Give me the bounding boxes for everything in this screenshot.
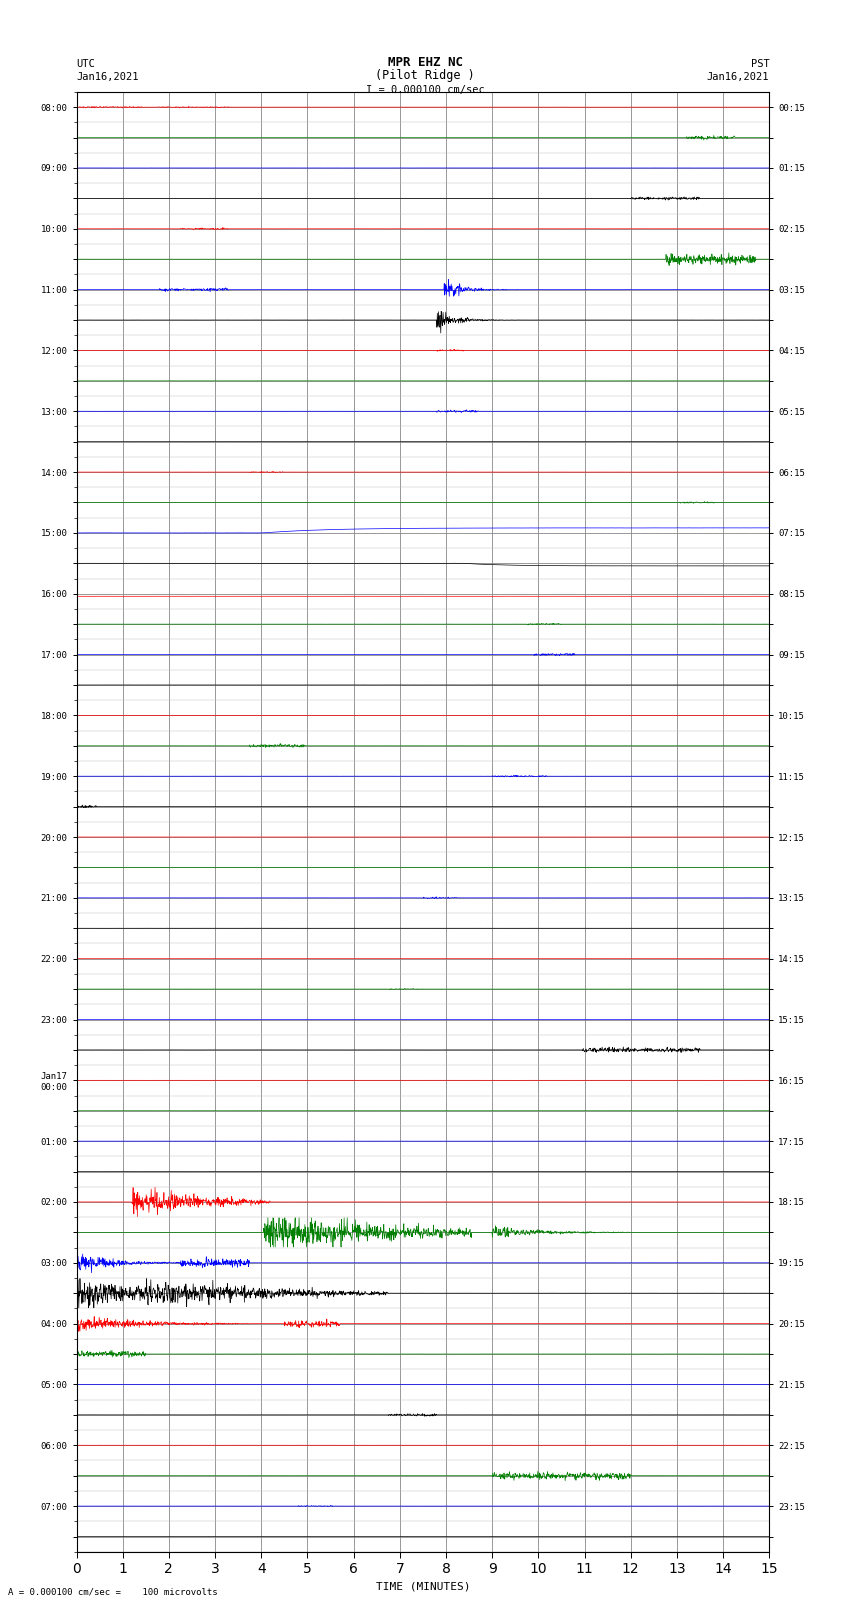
Text: UTC: UTC [76,60,95,69]
X-axis label: TIME (MINUTES): TIME (MINUTES) [376,1582,470,1592]
Text: Jan16,2021: Jan16,2021 [76,73,139,82]
Text: MPR EHZ NC: MPR EHZ NC [388,56,462,69]
Text: (Pilot Ridge ): (Pilot Ridge ) [375,69,475,82]
Text: PST: PST [751,60,769,69]
Text: I = 0.000100 cm/sec: I = 0.000100 cm/sec [366,85,484,95]
Text: A = 0.000100 cm/sec =    100 microvolts: A = 0.000100 cm/sec = 100 microvolts [8,1587,218,1597]
Text: Jan16,2021: Jan16,2021 [706,73,769,82]
